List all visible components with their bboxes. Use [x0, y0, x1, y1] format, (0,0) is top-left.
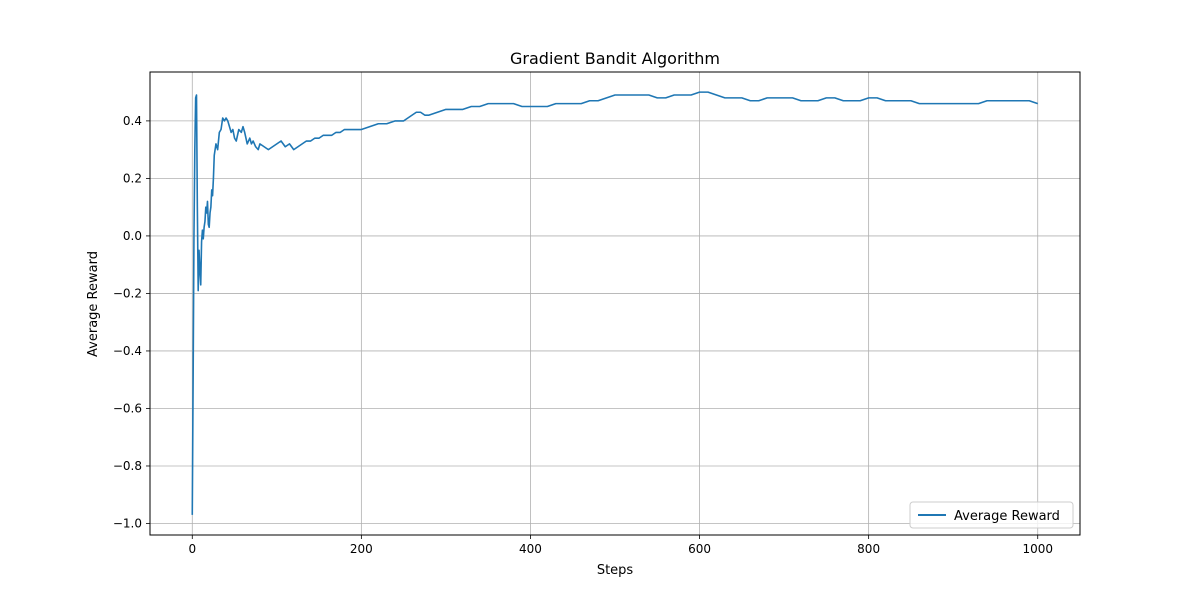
- x-tick-label: 0: [188, 542, 196, 556]
- x-tick-label: 800: [857, 542, 880, 556]
- series-layer: [191, 91, 1038, 515]
- x-axis-label: Steps: [597, 563, 634, 578]
- x-axis-ticks: 0 200 400 600 800 1000: [188, 535, 1053, 556]
- series-line-average-reward: [191, 91, 1038, 515]
- y-tick-label: 0.2: [123, 171, 142, 185]
- legend-box: [909, 501, 1074, 529]
- y-tick-label: −0.2: [113, 286, 142, 300]
- y-tick-label: −1.0: [113, 516, 142, 530]
- y-axis-ticks: −1.0 −0.8 −0.6 −0.4 −0.2 0.0 0.2 0.4: [113, 114, 150, 530]
- x-tick-label: 600: [688, 542, 711, 556]
- chart-title: Gradient Bandit Algorithm: [510, 49, 720, 68]
- y-tick-label: −0.4: [113, 344, 142, 358]
- x-tick-label: 200: [350, 542, 373, 556]
- x-tick-label: 400: [519, 542, 542, 556]
- y-tick-label: −0.8: [113, 459, 142, 473]
- y-axis-label: Average Reward: [86, 251, 101, 357]
- legend: Average Reward: [909, 501, 1074, 529]
- y-tick-label: 0.0: [123, 229, 142, 243]
- legend-label: Average Reward: [954, 509, 1060, 524]
- x-tick-label: 1000: [1022, 542, 1053, 556]
- y-tick-label: 0.4: [123, 114, 142, 128]
- y-tick-label: −0.6: [113, 401, 142, 415]
- plot-frame: [149, 71, 1081, 536]
